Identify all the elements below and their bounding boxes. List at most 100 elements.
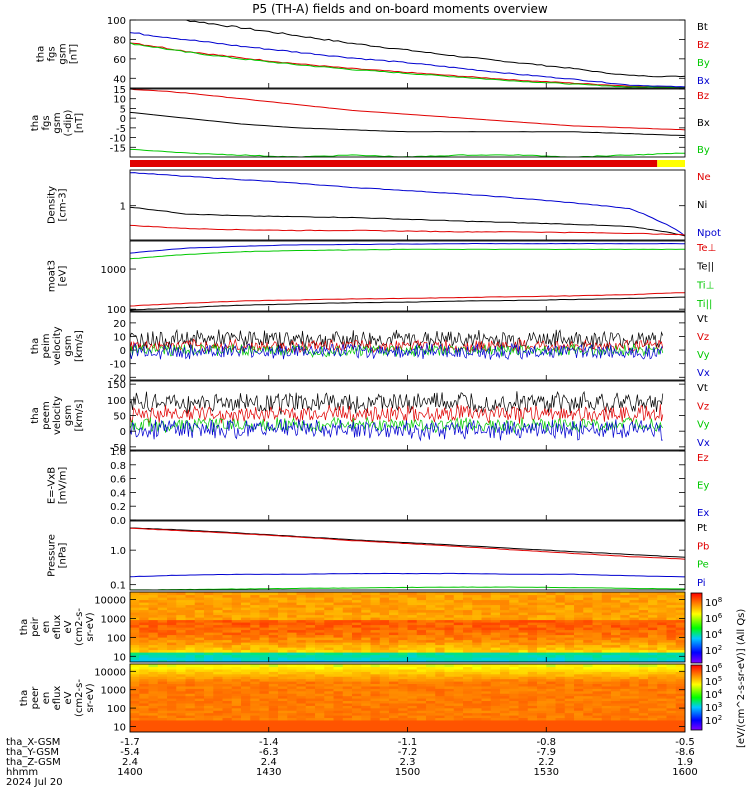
spectrogram-cell — [601, 619, 612, 623]
spectrogram-cell — [490, 619, 501, 623]
spectrogram-cell — [648, 592, 658, 596]
spectrogram-cell — [259, 624, 270, 628]
spectrogram-cell — [130, 707, 140, 711]
spectrogram-cell — [527, 671, 538, 675]
spectrogram-cell — [222, 668, 233, 672]
legend-Pi: Pi — [697, 578, 706, 589]
spectrogram-cell — [315, 654, 325, 658]
spectrogram-cell — [546, 592, 557, 596]
spectrogram-cell — [435, 710, 446, 714]
spectrogram-cell — [333, 629, 344, 633]
spectrogram-cell — [583, 673, 594, 677]
y-tick-label: 1000 — [101, 614, 126, 625]
spectrogram-cell — [518, 632, 529, 636]
spectrogram-cell — [389, 727, 399, 731]
spectrogram-cell — [472, 727, 483, 731]
spectrogram-cell — [648, 642, 658, 646]
spectrogram-cell — [555, 664, 566, 668]
spectrogram-cell — [287, 654, 298, 658]
spectrogram-cell — [130, 678, 140, 682]
spectrogram-cell — [259, 592, 270, 596]
spectrogram-cell — [564, 690, 575, 694]
legend-Bx: Bx — [697, 76, 710, 87]
spectrogram-cell — [148, 695, 159, 699]
spectrogram-cell — [629, 664, 640, 668]
spectrogram-cell — [583, 624, 594, 628]
spectrogram-cell — [185, 609, 196, 613]
spectrogram-cell — [638, 627, 649, 631]
spectrogram-cell — [657, 688, 668, 692]
spectrogram-cell — [194, 654, 205, 658]
spectrogram-cell — [176, 602, 187, 606]
spectrogram-cell — [342, 599, 353, 603]
spectrogram-cell — [398, 657, 409, 661]
spectrogram-cell — [620, 617, 631, 621]
spectrogram-cell — [453, 690, 464, 694]
spectrogram-cell — [564, 668, 575, 672]
spectrogram-cell — [222, 685, 233, 689]
spectrogram-cell — [185, 700, 196, 704]
spectrogram-cell — [435, 652, 446, 656]
spectrogram-cell — [370, 634, 381, 638]
spectrogram-cell — [352, 683, 362, 687]
spectrogram-cell — [352, 622, 362, 626]
spectrogram-cell — [167, 617, 177, 621]
spectrogram-cell — [638, 722, 649, 726]
spectrogram-cell — [638, 629, 649, 633]
spectrogram-cell — [472, 688, 483, 692]
spectrogram-cell — [574, 712, 584, 716]
spectrogram-cell — [342, 632, 353, 636]
spectrogram-cell — [130, 632, 140, 636]
spectrogram-cell — [296, 627, 307, 631]
spectrogram-cell — [453, 673, 464, 677]
spectrogram-cell — [518, 715, 529, 719]
spectrogram-cell — [333, 624, 344, 628]
spectrogram-cell — [296, 702, 307, 706]
spectrogram-cell — [453, 594, 464, 598]
spectrogram-cell — [213, 622, 224, 626]
spectrogram-cell — [157, 644, 168, 648]
spectrogram-cell — [490, 604, 501, 608]
spectrogram-cell — [241, 724, 251, 728]
spectrogram-cell — [537, 659, 547, 662]
spectrogram-cell — [222, 683, 233, 687]
spectrogram-cell — [444, 604, 455, 608]
spectrogram-cell — [675, 664, 685, 668]
spectrogram-cell — [204, 624, 214, 628]
spectrogram-cell — [583, 657, 594, 661]
spectrogram-cell — [167, 607, 177, 611]
spectrogram-cell — [352, 693, 362, 697]
spectrogram-cell — [546, 717, 557, 721]
spectrogram-cell — [481, 688, 492, 692]
spectrogram-cell — [435, 607, 446, 611]
spectrogram-cell — [657, 654, 668, 658]
spectrogram-cell — [675, 683, 685, 687]
spectrogram-cell — [204, 683, 214, 687]
spectrogram-cell — [463, 614, 473, 618]
spectrogram-cell — [139, 637, 150, 641]
spectrogram-cell — [278, 702, 288, 706]
spectrogram-cell — [638, 619, 649, 623]
spectrogram-cell — [204, 652, 214, 656]
spectrogram-cell — [213, 673, 224, 677]
spectrogram-cell — [231, 693, 242, 697]
spectrogram-cell — [638, 690, 649, 694]
spectrogram-cell — [333, 654, 344, 658]
spectrogram-cell — [139, 702, 150, 706]
spectrogram-cell — [592, 602, 603, 606]
spectrogram-cell — [620, 678, 631, 682]
spectrogram-cell — [287, 668, 298, 672]
spectrogram-cell — [361, 624, 372, 628]
spectrogram-cell — [231, 678, 242, 682]
spectrogram-cell — [426, 647, 436, 651]
spectrogram-cell — [268, 627, 279, 631]
spectrogram-cell — [472, 614, 483, 618]
spectrogram-cell — [574, 700, 584, 704]
spectrogram-cell — [333, 637, 344, 641]
spectrogram-cell — [139, 634, 150, 638]
spectrogram-cell — [389, 676, 399, 680]
spectrogram-cell — [666, 632, 677, 636]
spectrogram-cell — [250, 602, 261, 606]
spectrogram-cell — [666, 719, 677, 723]
spectrogram-cell — [555, 683, 566, 687]
